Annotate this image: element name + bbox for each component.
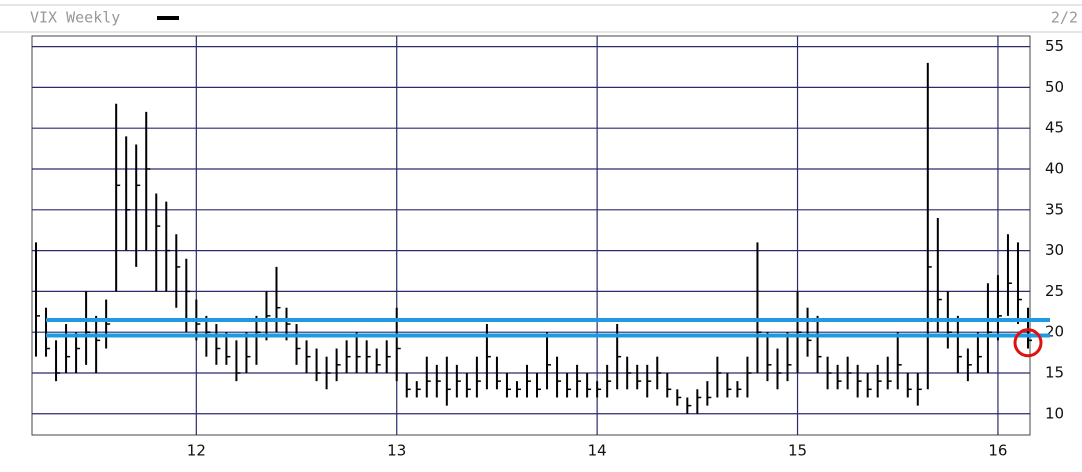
y-tick-label: 10: [1045, 404, 1064, 422]
x-tick-label: 13: [387, 442, 406, 460]
plot-frame: [31, 35, 1031, 436]
y-tick-label: 35: [1045, 200, 1064, 218]
y-tick-label: 45: [1045, 119, 1064, 137]
y-tick-label: 20: [1045, 323, 1064, 341]
chart-title: VIX Weekly: [30, 9, 120, 27]
x-tick-label: 14: [588, 442, 607, 460]
y-tick-label: 30: [1045, 241, 1064, 259]
legend-swatch: [157, 16, 179, 20]
y-tick-label: 25: [1045, 282, 1064, 300]
y-tick-label: 50: [1045, 78, 1064, 96]
x-tick-label: 15: [788, 442, 807, 460]
y-tick-label: 15: [1045, 363, 1064, 381]
x-tick-label: 12: [187, 442, 206, 460]
x-tick-label: 16: [988, 442, 1007, 460]
highlight-circle: [1013, 328, 1043, 358]
y-tick-label: 40: [1045, 160, 1064, 178]
page-label: 2/2: [1051, 9, 1078, 27]
y-tick-label: 55: [1045, 37, 1064, 55]
